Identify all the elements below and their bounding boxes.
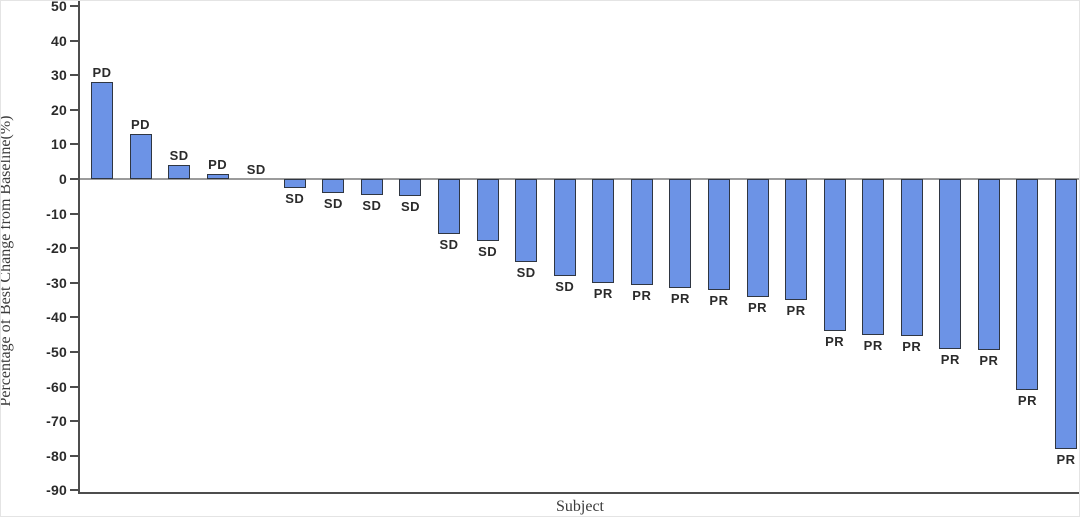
bar-response-label: SD bbox=[323, 195, 343, 211]
y-axis-tick bbox=[70, 316, 78, 319]
bar-response-label: PR bbox=[825, 334, 845, 350]
bar-response-label: PR bbox=[632, 287, 652, 303]
y-tick-label: -60 bbox=[46, 378, 67, 395]
bar-response-label: PR bbox=[940, 351, 960, 367]
y-tick-label: 30 bbox=[51, 67, 67, 84]
bar bbox=[1016, 179, 1039, 391]
y-tick-label: -70 bbox=[46, 413, 67, 430]
bar bbox=[206, 173, 229, 179]
y-tick-label: 0 bbox=[59, 171, 67, 187]
y-tick-label: -10 bbox=[46, 205, 67, 222]
bar bbox=[168, 165, 191, 179]
bar-response-label: SD bbox=[169, 148, 189, 164]
y-axis-tick bbox=[70, 74, 78, 77]
bar-response-label: SD bbox=[516, 265, 536, 281]
bar-response-label: SD bbox=[362, 197, 382, 213]
bar-response-label: PR bbox=[1056, 451, 1076, 467]
bar bbox=[592, 179, 615, 283]
bar-response-label: PR bbox=[863, 337, 883, 353]
y-tick-label: 50 bbox=[51, 0, 67, 14]
y-tick-label: -90 bbox=[46, 482, 67, 499]
y-tick-label: -40 bbox=[46, 309, 67, 326]
bar bbox=[707, 179, 730, 290]
bar bbox=[900, 179, 923, 337]
y-axis-tick bbox=[70, 5, 78, 7]
bar bbox=[91, 82, 113, 179]
y-tick-label: 20 bbox=[51, 101, 67, 118]
y-tick-label: -30 bbox=[46, 274, 67, 291]
bar bbox=[438, 179, 461, 235]
bar-response-label: PR bbox=[709, 292, 729, 308]
y-axis-tick bbox=[70, 39, 78, 42]
bar bbox=[1055, 179, 1077, 449]
bar-response-label: PR bbox=[747, 299, 768, 315]
bar bbox=[129, 134, 152, 179]
bar-response-label: PR bbox=[979, 353, 999, 369]
bar bbox=[939, 179, 962, 349]
y-axis-tick bbox=[70, 281, 78, 284]
bar-response-label: SD bbox=[400, 199, 420, 215]
bar bbox=[785, 179, 808, 301]
bar bbox=[630, 179, 653, 285]
bar-response-label: PR bbox=[670, 290, 690, 306]
bar-response-label: PR bbox=[593, 285, 613, 301]
bar bbox=[823, 179, 846, 332]
bar bbox=[322, 179, 345, 193]
x-axis-line bbox=[78, 492, 1079, 494]
bar-response-label: SD bbox=[478, 244, 498, 260]
bar-response-label: SD bbox=[285, 190, 305, 206]
bar-response-label: SD bbox=[555, 278, 575, 294]
bar bbox=[977, 179, 1000, 351]
y-axis-tick bbox=[70, 420, 78, 423]
y-axis-tick bbox=[70, 212, 78, 215]
y-tick-label: -80 bbox=[46, 447, 67, 464]
bar bbox=[669, 179, 692, 288]
bar bbox=[476, 179, 499, 242]
bar bbox=[283, 179, 306, 188]
y-axis-title: Percentage of Best Change from Baseline(… bbox=[0, 115, 14, 407]
y-axis-line bbox=[78, 1, 80, 494]
y-axis-tick bbox=[70, 247, 78, 250]
y-tick-label: -50 bbox=[46, 344, 67, 360]
bar bbox=[862, 179, 885, 335]
bar-response-label: PR bbox=[902, 339, 922, 355]
y-axis-tick bbox=[70, 108, 78, 111]
bar-response-label: PR bbox=[786, 303, 806, 319]
y-tick-label: -20 bbox=[46, 240, 67, 257]
y-tick-label: 40 bbox=[51, 32, 67, 49]
bar bbox=[746, 179, 769, 297]
bar bbox=[360, 179, 383, 195]
bar bbox=[553, 179, 576, 276]
y-tick-label: 10 bbox=[51, 136, 67, 153]
bar-response-label: SD bbox=[439, 237, 459, 253]
y-axis-tick bbox=[70, 489, 78, 492]
bar bbox=[399, 179, 422, 197]
bar-response-label: PD bbox=[208, 156, 228, 172]
bar-response-label: PR bbox=[1017, 393, 1037, 409]
y-axis-tick bbox=[70, 385, 78, 388]
bar-response-label: PD bbox=[92, 65, 112, 81]
y-axis-tick bbox=[70, 178, 78, 180]
x-axis-title: Subject bbox=[556, 498, 604, 515]
zero-baseline bbox=[80, 178, 1079, 180]
bar-response-label: PD bbox=[131, 117, 151, 133]
y-axis-tick bbox=[70, 143, 78, 146]
y-axis-tick bbox=[70, 454, 78, 457]
bar bbox=[515, 179, 538, 263]
y-axis-tick bbox=[70, 351, 78, 353]
bar-response-label: SD bbox=[246, 162, 266, 177]
